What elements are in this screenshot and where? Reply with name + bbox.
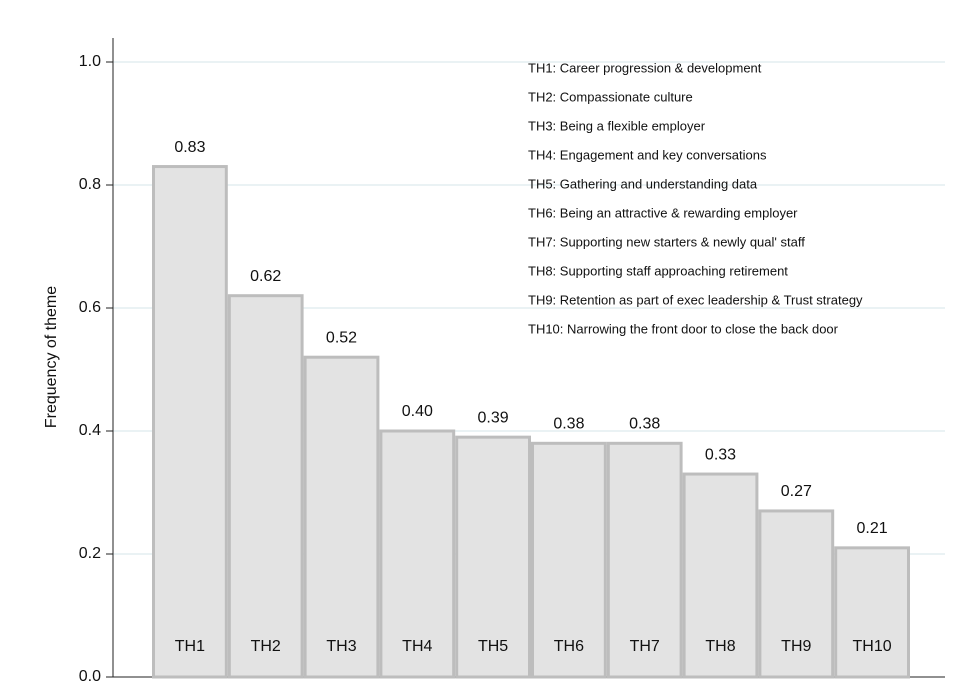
value-label: 0.52: [326, 329, 357, 346]
bar: [758, 509, 835, 679]
y-tick-label: 1.0: [79, 53, 101, 70]
value-label: 0.38: [553, 416, 584, 433]
value-label: 0.83: [174, 139, 205, 156]
x-tick-label: TH3: [326, 638, 356, 655]
annotation: TH2: Compassionate culture: [528, 89, 693, 104]
annotation: TH4: Engagement and key conversations: [528, 147, 767, 162]
value-label: 0.21: [857, 520, 888, 537]
x-tick-label: TH8: [705, 638, 735, 655]
annotation: TH6: Being an attractive & rewarding emp…: [528, 205, 798, 220]
x-tick-label: TH5: [478, 638, 508, 655]
y-axis-label: Frequency of theme: [43, 286, 60, 428]
annotation: TH7: Supporting new starters & newly qua…: [528, 234, 805, 249]
bar: [303, 355, 380, 679]
y-tick-label: 0.2: [79, 545, 101, 562]
annotation: TH8: Supporting staff approaching retire…: [528, 263, 788, 278]
annotation: TH5: Gathering and understanding data: [528, 176, 758, 191]
x-tick-label: TH9: [781, 638, 811, 655]
bar: [834, 546, 911, 679]
y-tick-label: 0.0: [79, 668, 101, 685]
bar: [227, 294, 304, 679]
x-tick-label: TH6: [554, 638, 584, 655]
value-label: 0.40: [402, 403, 433, 420]
bar: [455, 435, 532, 679]
bar: [531, 441, 607, 679]
value-label: 0.27: [781, 483, 812, 500]
value-label: 0.39: [478, 409, 509, 426]
value-label: 0.38: [629, 416, 660, 433]
annotation: TH10: Narrowing the front door to close …: [528, 321, 839, 336]
bar: [152, 165, 228, 679]
annotation: TH1: Career progression & development: [528, 60, 762, 75]
y-tick-label: 0.6: [79, 299, 101, 316]
x-tick-label: TH2: [251, 638, 281, 655]
x-tick-label: TH4: [402, 638, 432, 655]
x-tick-label: TH7: [630, 638, 660, 655]
bar: [606, 441, 683, 679]
x-tick-label: TH10: [853, 638, 892, 655]
y-tick-label: 0.8: [79, 176, 101, 193]
value-label: 0.33: [705, 446, 736, 463]
x-tick-label: TH1: [175, 638, 205, 655]
bar: [682, 472, 759, 679]
y-tick-label: 0.4: [79, 422, 101, 439]
annotation: TH3: Being a flexible employer: [528, 118, 706, 133]
value-label: 0.62: [250, 268, 281, 285]
bar: [379, 429, 456, 679]
annotation: TH9: Retention as part of exec leadershi…: [528, 292, 863, 307]
